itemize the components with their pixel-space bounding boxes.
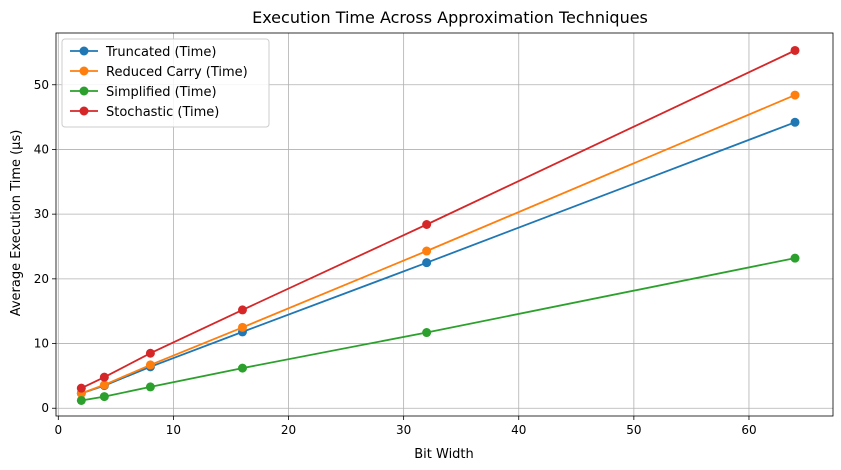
series-line bbox=[80, 94, 796, 395]
y-tick-label: 20 bbox=[34, 272, 49, 286]
chart-title: Execution Time Across Approximation Tech… bbox=[252, 8, 648, 27]
legend-swatch-marker bbox=[79, 86, 89, 96]
data-point bbox=[99, 392, 109, 402]
data-point bbox=[422, 220, 432, 229]
x-tick-label: 60 bbox=[741, 423, 756, 437]
series-lines bbox=[76, 45, 800, 405]
y-axis-label: Average Execution Time (µs) bbox=[9, 130, 24, 317]
x-tick-label: 50 bbox=[626, 423, 641, 437]
legend-label: Truncated (Time) bbox=[105, 45, 216, 60]
y-tick-label: 0 bbox=[41, 401, 49, 415]
series-group bbox=[76, 90, 800, 398]
legend-swatch-marker bbox=[79, 106, 89, 116]
data-point bbox=[790, 117, 800, 127]
legend-entry: Truncated (Time) bbox=[70, 45, 216, 60]
data-point bbox=[145, 348, 155, 358]
series-group bbox=[76, 117, 800, 398]
series-group bbox=[76, 253, 800, 405]
data-point bbox=[237, 363, 247, 373]
data-point bbox=[422, 246, 432, 256]
y-tick-label: 50 bbox=[34, 78, 49, 92]
axis-ticks: 0 10 20 30 40 50 60 0 10 20 30 40 50 bbox=[34, 78, 757, 437]
y-tick-label: 30 bbox=[34, 207, 49, 221]
x-tick-label: 40 bbox=[511, 423, 526, 437]
data-point bbox=[76, 395, 86, 405]
legend-box bbox=[61, 38, 270, 128]
legend-label: Stochastic (Time) bbox=[106, 105, 219, 120]
plot-frame bbox=[55, 32, 834, 417]
data-point bbox=[237, 305, 247, 315]
data-point bbox=[790, 253, 800, 263]
y-tick-label: 40 bbox=[34, 142, 49, 156]
legend-label: Reduced Carry (Time) bbox=[106, 65, 248, 80]
legend-entry: Simplified (Time) bbox=[70, 85, 217, 100]
data-point bbox=[99, 372, 109, 382]
data-point bbox=[422, 258, 432, 268]
x-tick-label: 20 bbox=[281, 423, 296, 437]
y-tick-label: 10 bbox=[34, 337, 49, 351]
grid-lines bbox=[56, 33, 833, 416]
series-group bbox=[76, 45, 800, 393]
x-axis-label: Bit Width bbox=[414, 447, 474, 462]
data-point bbox=[99, 380, 109, 390]
x-tick-label: 30 bbox=[396, 423, 411, 437]
legend: Truncated (Time) Reduced Carry (Time) Simp… bbox=[61, 38, 270, 128]
series-line bbox=[81, 257, 796, 402]
legend-label: Simplified (Time) bbox=[106, 85, 217, 100]
legend-entry: Reduced Carry (Time) bbox=[70, 65, 248, 80]
data-point bbox=[76, 383, 86, 393]
data-point bbox=[790, 45, 800, 55]
legend-entry: Stochastic (Time) bbox=[70, 105, 219, 120]
x-tick-label: 0 bbox=[54, 423, 62, 437]
legend-swatch-marker bbox=[79, 46, 89, 56]
data-point bbox=[145, 360, 155, 370]
x-tick-label: 10 bbox=[166, 423, 181, 437]
data-point bbox=[422, 328, 432, 338]
data-point bbox=[145, 382, 155, 392]
data-point bbox=[237, 322, 247, 332]
series-line bbox=[81, 121, 796, 395]
legend-swatch-marker bbox=[79, 66, 89, 76]
data-point bbox=[790, 90, 800, 100]
